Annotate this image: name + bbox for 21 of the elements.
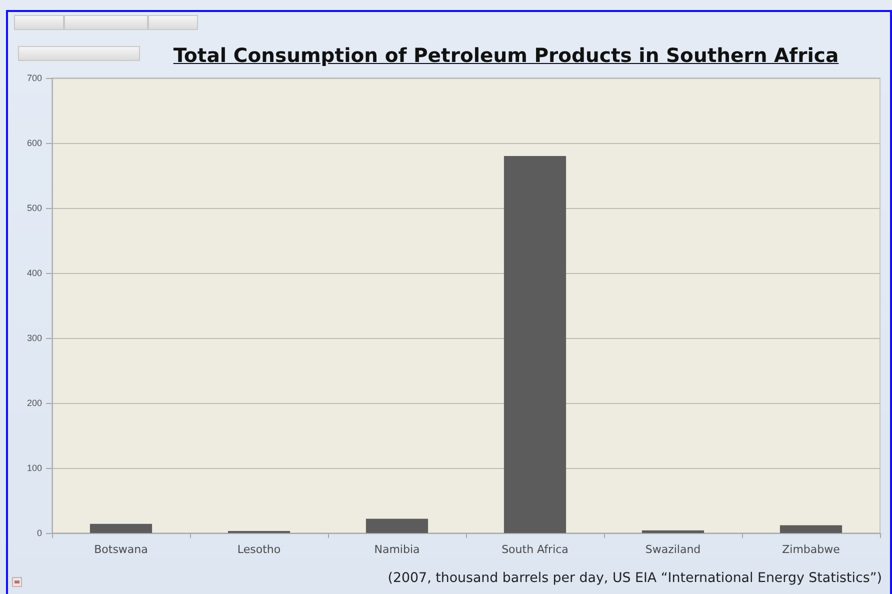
bar	[366, 518, 428, 533]
chart-title: Total Consumption of Petroleum Products in Southern Africa	[172, 44, 840, 67]
y-tick-label: 0	[36, 528, 42, 538]
bar	[642, 530, 704, 533]
y-tick-label: 300	[26, 333, 42, 343]
bar	[780, 525, 842, 533]
y-tick-label: 100	[26, 463, 42, 473]
text: (2007, thousand barrels per day, US EIA “International Energy Statistics”)	[388, 571, 882, 586]
y-tick-label: 500	[26, 203, 42, 213]
x-tick-label: Namibia	[374, 543, 420, 556]
x-tick-label: Lesotho	[237, 543, 281, 556]
y-tick-label: 700	[26, 73, 42, 83]
y-tick-label: 600	[26, 138, 42, 148]
x-tick-label: Swaziland	[645, 543, 701, 556]
bar	[504, 156, 566, 533]
x-tick-label: South Africa	[502, 543, 568, 556]
x-tick-label: Botswana	[94, 543, 148, 556]
bar	[90, 524, 152, 533]
x-tick-label: Zimbabwe	[782, 543, 840, 556]
y-tick-label: 400	[26, 268, 42, 278]
y-tick-label: 200	[26, 398, 42, 408]
